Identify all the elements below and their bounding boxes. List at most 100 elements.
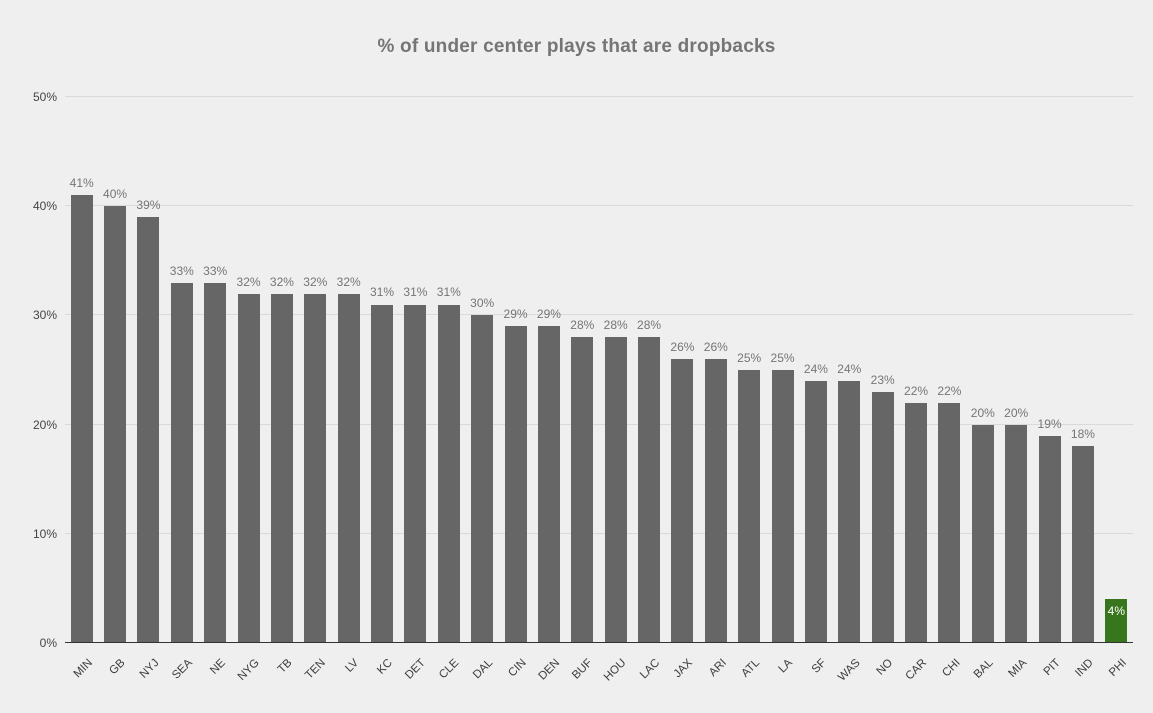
y-axis-tick-label: 0% [39,636,57,650]
x-axis-label-KC: KC [375,656,395,677]
bar-GB [104,206,127,643]
bar-value-label-KC: 31% [370,285,395,300]
bar-group-ARI: 26% ARI [699,97,732,679]
bar-NE [204,282,227,643]
bar-ATL [738,370,761,643]
x-axis-label-ARI: ARI [706,656,729,679]
bar-group-LA: 25% LA [766,97,799,675]
x-axis-label-WAS: WAS [835,656,863,684]
x-axis-label-ATL: ATL [739,656,763,680]
bar-SEA [170,282,193,643]
bar-JAX [671,359,694,643]
y-axis-tick-label: 50% [32,90,57,104]
bar-value-label-SEA: 33% [169,263,194,278]
bar-group-CLE: 31% CLE [432,97,465,681]
bar-group-MIA: 20% MIA [1000,97,1033,680]
bar-value-label-MIN: 41% [69,176,94,191]
bar-value-label-TB: 32% [269,274,294,289]
bar-group-NYG: 32% NYG [232,97,265,683]
bar-group-JAX: 26% JAX [666,97,699,680]
bar-group-TB: 32% TB [265,97,298,676]
bar-BUF [571,337,594,643]
bar-value-label-MIA: 20% [1004,405,1029,420]
bar-group-GB: 40% GB [98,97,131,677]
x-axis-label-PIT: PIT [1041,656,1063,679]
bar-HOU [604,337,627,643]
x-axis-label-PHI: PHI [1107,656,1130,679]
x-axis-label-BAL: BAL [971,656,996,681]
bar-value-label-NYJ: 39% [136,198,161,213]
bar-group-MIN: 41% MIN [65,97,98,680]
bar-group-BUF: 28% BUF [566,97,599,681]
bar-group-CIN: 29% CIN [499,97,532,679]
x-axis-label-CAR: CAR [903,656,929,683]
x-axis-label-NE: NE [208,656,229,677]
bar-value-label-BAL: 20% [970,405,995,420]
bar-DEN [537,326,560,643]
bar-NO [871,391,894,643]
x-axis-label-NYG: NYG [235,656,262,684]
bar-value-label-HOU: 28% [603,318,628,333]
bar-value-label-NYG: 32% [236,274,261,289]
x-axis-label-CIN: CIN [505,656,529,680]
plot-area: 0% 10% 20% 30% 40% 50% 41% MIN 40% GB 39% NYJ 33% SE… [33,90,1133,684]
bar-DAL [471,315,494,643]
bars: 41% MIN 40% GB 39% NYJ 33% SEA 33% NE 32% NYG 32% TB 3… [65,97,1133,684]
bar-group-DAL: 30% DAL [466,97,499,681]
x-axis-label-LV: LV [343,656,362,675]
bar-TB [270,293,293,643]
x-axis-label-MIN: MIN [71,656,95,681]
bar-value-label-NO: 23% [870,372,895,387]
y-axis-tick-label: 10% [32,526,57,541]
bar-value-label-PHI: 4% [1107,604,1125,619]
bar-LA [771,370,794,643]
bar-value-label-DAL: 30% [470,296,495,311]
bar-value-label-DET: 31% [403,285,428,300]
bar-group-CAR: 22% CAR [899,97,932,683]
bar-WAS [838,380,861,643]
x-axis-label-TEN: TEN [303,656,329,682]
bar-value-label-SF: 24% [803,361,828,376]
x-axis-label-HOU: HOU [602,656,629,684]
bar-group-TEN: 32% TEN [299,97,332,682]
bar-NYG [237,293,260,643]
bar-group-SEA: 33% SEA [165,97,198,682]
bar-group-DEN: 29% DEN [532,97,565,682]
y-axis-tick-label: 30% [32,308,57,323]
bar-group-NO: 23% NO [866,97,899,678]
bar-group-WAS: 24% WAS [833,97,866,684]
bar-value-label-ARI: 26% [703,340,728,355]
bar-value-label-CAR: 22% [904,383,929,398]
bar-group-NE: 33% NE [199,97,232,677]
x-axis-label-NYJ: NYJ [137,656,162,681]
x-axis-label-TB: TB [275,656,295,676]
bar-value-label-BUF: 28% [570,318,595,333]
bar-group-NYJ: 39% NYJ [132,97,165,681]
bar-DET [404,304,427,643]
bar-IND [1071,446,1094,643]
bar-value-label-CLE: 31% [436,285,461,300]
bar-CLE [437,304,460,643]
bar-CHI [938,402,961,643]
bar-value-label-LAC: 28% [637,318,662,333]
bar-MIA [1005,424,1028,643]
x-axis-label-BUF: BUF [570,656,596,682]
x-axis-label-DAL: DAL [470,656,496,682]
bar-value-label-PIT: 19% [1037,416,1062,431]
bar-group-SF: 24% SF [799,97,832,676]
x-axis-label-GB: GB [107,656,128,678]
chart-title: % of under center plays that are dropbac… [377,36,776,57]
bar-PIT [1038,435,1061,643]
x-axis-label-LA: LA [777,656,796,676]
bar-PHI [1105,599,1128,643]
bar-value-label-LA: 25% [770,351,795,365]
bar-MIN [70,195,93,643]
x-axis-label-DEN: DEN [536,656,562,683]
x-axis-label-CHI: CHI [939,656,963,680]
bar-group-BAL: 20% BAL [966,97,999,681]
bar-value-label-DEN: 29% [536,307,561,322]
bar-value-label-GB: 40% [103,187,128,202]
bar-TEN [304,293,327,643]
